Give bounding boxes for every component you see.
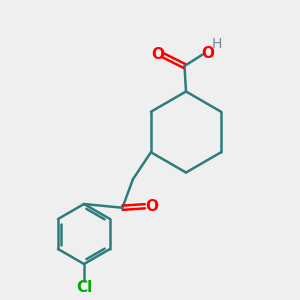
Text: O: O: [152, 46, 165, 62]
Text: H: H: [212, 37, 222, 51]
Text: Cl: Cl: [76, 280, 92, 296]
Text: O: O: [145, 199, 158, 214]
Text: O: O: [201, 46, 214, 61]
